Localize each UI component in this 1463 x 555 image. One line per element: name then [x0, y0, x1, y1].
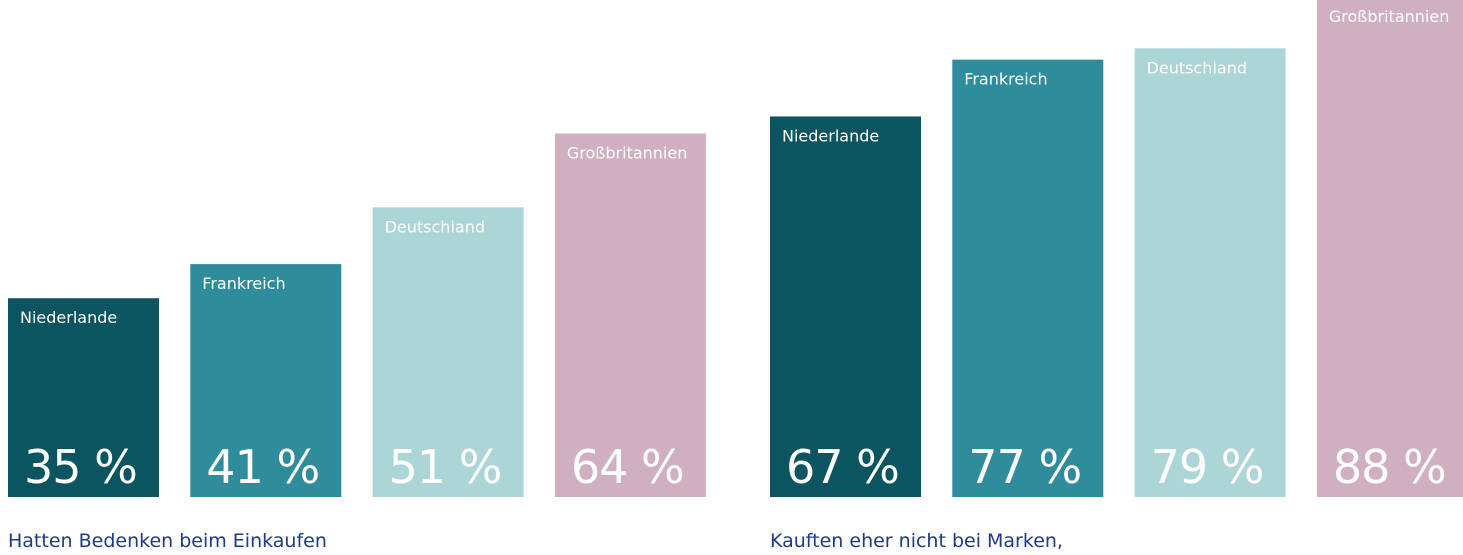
category-label: Niederlande: [20, 308, 117, 327]
category-label: Großbritannien: [567, 143, 687, 162]
value-label: 77 %: [968, 440, 1081, 494]
bar: [8, 298, 159, 497]
category-label: Niederlande: [782, 126, 879, 145]
value-label: 79 %: [1151, 440, 1264, 494]
caption: Kauften eher nicht bei Marken,: [770, 530, 1063, 552]
bar: [1134, 48, 1286, 497]
bar: [372, 207, 524, 497]
category-label: Frankreich: [202, 274, 285, 293]
value-label: 41 %: [206, 440, 319, 494]
bar: [770, 116, 921, 497]
category-label: Großbritannien: [1329, 7, 1449, 26]
bar: [554, 133, 706, 498]
category-label: Deutschland: [385, 217, 485, 236]
caption: Hatten Bedenken beim Einkaufen: [8, 530, 327, 552]
category-label: Deutschland: [1147, 58, 1247, 77]
value-label: 88 %: [1333, 440, 1446, 494]
bar: [1316, 0, 1463, 497]
value-label: 35 %: [24, 440, 137, 494]
bar: [190, 264, 342, 497]
value-label: 51 %: [389, 440, 502, 494]
category-label: Frankreich: [964, 70, 1047, 89]
bar: [952, 59, 1104, 497]
value-label: 64 %: [571, 440, 684, 494]
value-label: 67 %: [786, 440, 899, 494]
